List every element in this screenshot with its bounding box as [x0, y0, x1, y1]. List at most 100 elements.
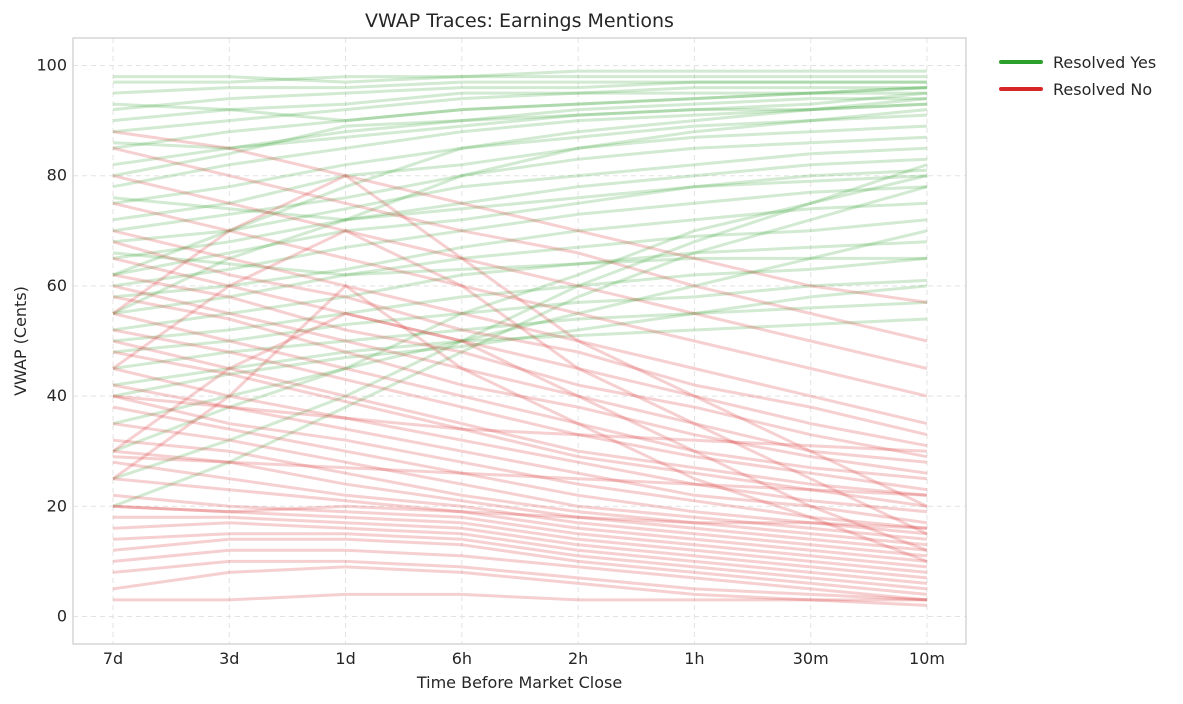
series-trace: [112, 300, 928, 370]
series-trace: [112, 438, 928, 547]
series-trace: [112, 394, 928, 530]
y-tick-label: 40: [47, 386, 67, 405]
series-trace: [112, 240, 928, 332]
series-trace: [113, 69, 927, 84]
series-trace: [112, 174, 928, 508]
series-trace: [112, 229, 928, 426]
x-tick-label: 2h: [568, 649, 588, 668]
series-trace: [112, 521, 928, 585]
series-trace: [112, 367, 928, 514]
series-trace: [112, 229, 928, 426]
series-trace: [112, 477, 928, 563]
plot-background: [73, 38, 966, 644]
y-tick-label: 20: [47, 496, 67, 515]
series-trace: [112, 339, 928, 497]
series-trace: [112, 256, 928, 448]
series-trace: [112, 284, 928, 563]
series-trace: [112, 273, 928, 459]
series-trace: [112, 240, 928, 437]
series-trace: [112, 383, 928, 525]
series-trace: [112, 537, 928, 596]
series-trace: [112, 97, 927, 167]
x-axis-label: Time Before Market Close: [416, 673, 622, 692]
series-trace: [112, 251, 927, 277]
series-trace: [112, 317, 928, 387]
chart-title: VWAP Traces: Earnings Mentions: [365, 10, 674, 32]
series-trace: [112, 565, 928, 607]
series-trace: [112, 102, 928, 150]
series-trace: [112, 168, 928, 277]
series-trace: [112, 548, 928, 602]
series-trace: [112, 146, 928, 343]
series-trace: [112, 422, 928, 541]
series-trace: [112, 91, 928, 178]
x-tick-label: 1h: [684, 649, 704, 668]
series-trace: [112, 405, 928, 536]
series-trace: [113, 515, 928, 580]
series-trace: [112, 493, 928, 569]
series-trace: [112, 504, 928, 530]
series-layer: [112, 69, 928, 607]
y-tick-labels: 0 20 40 60 80 100: [36, 56, 67, 626]
series-trace: [112, 174, 928, 222]
y-tick-label: 100: [36, 56, 67, 75]
series-trace: [112, 278, 928, 354]
series-trace: [112, 532, 928, 591]
series-trace: [112, 91, 927, 150]
series-trace: [112, 295, 928, 475]
series-trace: [112, 504, 928, 574]
series-trace: [112, 130, 928, 304]
y-tick-label: 80: [47, 166, 67, 185]
y-tick-label: 60: [47, 276, 67, 295]
legend-label-resolved-no: Resolved No: [1053, 80, 1152, 99]
series-trace: [112, 157, 928, 260]
series-trace: [112, 201, 928, 398]
series-trace: [112, 102, 928, 189]
series-trace: [112, 328, 928, 492]
series-trace: [112, 97, 928, 277]
series-trace: [113, 592, 927, 602]
y-axis-label: VWAP (Cents): [11, 286, 30, 396]
series-trace: [112, 146, 928, 244]
y-tick-label: 0: [57, 606, 67, 625]
x-tick-label: 10m: [909, 649, 945, 668]
series-trace: [112, 124, 928, 222]
series-trace: [112, 449, 928, 552]
legend-label-resolved-yes: Resolved Yes: [1053, 53, 1156, 72]
series-trace: [112, 86, 927, 123]
series-trace: [112, 174, 928, 370]
series-trace: [112, 163, 928, 481]
series-trace: [113, 75, 927, 84]
series-trace: [112, 86, 928, 134]
series-trace: [112, 185, 928, 508]
x-tick-label: 30m: [793, 649, 829, 668]
series-trace: [112, 113, 928, 205]
x-tick-label: 1d: [335, 649, 355, 668]
grid-layer: [73, 38, 966, 644]
x-tick-label: 6h: [452, 649, 472, 668]
series-trace: [112, 460, 928, 558]
series-trace: [112, 135, 928, 233]
series-trace: [112, 218, 928, 315]
series-trace: [112, 256, 928, 343]
series-trace: [112, 284, 928, 398]
series-trace: [112, 80, 927, 95]
series-trace: [112, 80, 927, 112]
plot-frame: [72, 37, 967, 645]
series-trace: [112, 559, 928, 602]
legend: Resolved Yes Resolved No: [999, 53, 1156, 99]
x-tick-labels: 7d 3d 1d 6h 2h 1h 30m 10m: [103, 649, 945, 668]
series-trace: [112, 394, 928, 453]
series-trace: [112, 312, 928, 481]
x-tick-label: 3d: [219, 649, 239, 668]
series-trace: [112, 284, 928, 464]
series-trace: [112, 201, 928, 299]
series-trace: [112, 174, 928, 453]
series-trace: [112, 350, 928, 508]
x-tick-label: 7d: [103, 649, 123, 668]
series-trace: [112, 312, 928, 552]
series-trace: [112, 185, 928, 288]
series-trace: [112, 229, 928, 536]
